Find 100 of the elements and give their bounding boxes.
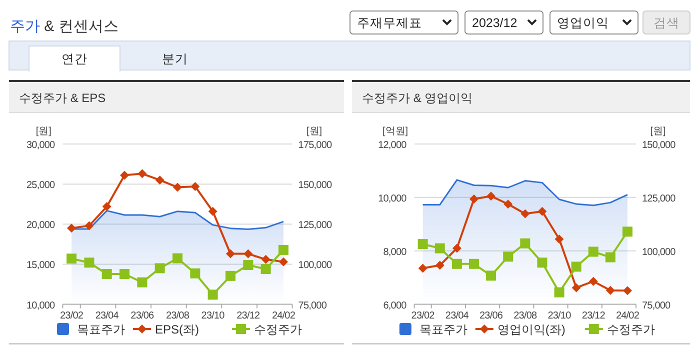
y-tick-label: 25,000	[26, 180, 56, 192]
y2-tick-label: 125,000	[642, 193, 676, 204]
x-tick-label: 23/06	[480, 310, 504, 322]
point	[84, 221, 94, 230]
y-axis-title: [원]	[36, 126, 52, 137]
point	[622, 286, 632, 296]
point	[154, 263, 165, 274]
point	[67, 224, 76, 233]
point	[244, 249, 253, 258]
x-tick-label: 23/02	[60, 310, 84, 322]
point	[138, 169, 147, 178]
point	[588, 276, 598, 286]
chart-title: 수정주가 & 영업이익	[362, 91, 473, 105]
y2-tick-label: 100,000	[642, 246, 676, 258]
legend-label: 목표주가	[419, 322, 468, 336]
point	[435, 260, 444, 270]
y-axis-title: [억원]	[382, 126, 408, 137]
x-tick-label: 24/02	[272, 310, 296, 322]
point	[102, 269, 112, 280]
y-tick-label: 10,000	[378, 193, 408, 204]
point	[520, 209, 530, 218]
point	[572, 283, 581, 292]
y-tick-label: 10,000	[26, 300, 56, 312]
x-tick-label: 23/04	[95, 310, 120, 322]
legend-label: 목표주가	[77, 322, 125, 336]
point	[208, 206, 218, 216]
legend-label: EPS(좌)	[155, 322, 200, 336]
point	[452, 258, 462, 269]
point	[102, 202, 112, 212]
y-tick-label: 15,000	[26, 260, 56, 272]
point	[278, 244, 288, 255]
point	[434, 243, 445, 254]
y2-axis-title: [원]	[650, 126, 666, 137]
point	[225, 270, 236, 281]
point	[469, 194, 478, 204]
text: 영업이익	[557, 16, 609, 30]
x-tick-label: 23/12	[236, 310, 260, 322]
point	[243, 260, 254, 270]
x-tick-label: 23/08	[166, 310, 190, 322]
y2-axis-title: [원]	[306, 126, 322, 137]
point	[504, 200, 513, 209]
point	[537, 258, 548, 268]
point	[538, 206, 547, 216]
point	[588, 246, 598, 257]
point	[173, 182, 182, 192]
point	[278, 257, 288, 266]
y-tick-label: 20,000	[26, 220, 56, 232]
x-tick-label: 23/10	[201, 310, 226, 322]
point	[260, 264, 271, 274]
point	[172, 253, 182, 264]
point	[605, 252, 616, 262]
point	[226, 249, 235, 258]
point	[554, 234, 564, 244]
point	[571, 262, 582, 272]
text: 분기	[162, 52, 188, 66]
point	[486, 270, 496, 281]
chart-title: 수정주가 & EPS	[19, 91, 106, 105]
y2-tick-label: 175,000	[298, 140, 332, 151]
point	[190, 268, 200, 278]
x-tick-label: 23/04	[445, 310, 470, 322]
point	[261, 254, 270, 264]
point	[520, 238, 530, 248]
point	[606, 286, 615, 295]
point	[503, 252, 514, 262]
point	[468, 258, 479, 269]
x-tick-label: 24/02	[616, 310, 640, 322]
y-tick-label: 30,000	[26, 140, 56, 151]
y2-tick-label: 125,000	[298, 220, 332, 232]
legend-label: 영업이익(좌)	[497, 322, 566, 336]
point	[120, 170, 130, 180]
point	[208, 290, 218, 300]
point	[622, 226, 632, 237]
text: 2023/12	[472, 16, 518, 30]
y-tick-label: 6,000	[383, 300, 408, 312]
x-tick-label: 23/12	[582, 310, 606, 322]
y2-tick-label: 75,000	[298, 300, 328, 312]
point	[84, 258, 94, 268]
point	[452, 244, 462, 253]
legend-label: 수정주가	[254, 322, 302, 336]
legend-label: 수정주가	[606, 322, 655, 336]
point	[418, 264, 428, 273]
point	[486, 192, 496, 201]
point	[418, 239, 428, 250]
point	[155, 176, 164, 185]
text: 주가 & 컨센서스	[10, 18, 118, 35]
y2-tick-label: 75,000	[642, 300, 672, 312]
y2-tick-label: 100,000	[298, 260, 332, 272]
y2-tick-label: 150,000	[298, 180, 332, 192]
y-tick-label: 12,000	[378, 140, 408, 151]
point	[190, 182, 200, 191]
x-tick-label: 23/10	[548, 310, 572, 322]
y2-tick-label: 150,000	[642, 140, 676, 151]
point	[66, 254, 77, 264]
point	[137, 277, 148, 288]
point	[120, 269, 130, 280]
y-tick-label: 8,000	[383, 246, 408, 258]
text: 연간	[62, 52, 88, 66]
text: 검색	[654, 16, 680, 30]
point	[554, 287, 564, 298]
x-tick-label: 23/02	[411, 310, 436, 322]
